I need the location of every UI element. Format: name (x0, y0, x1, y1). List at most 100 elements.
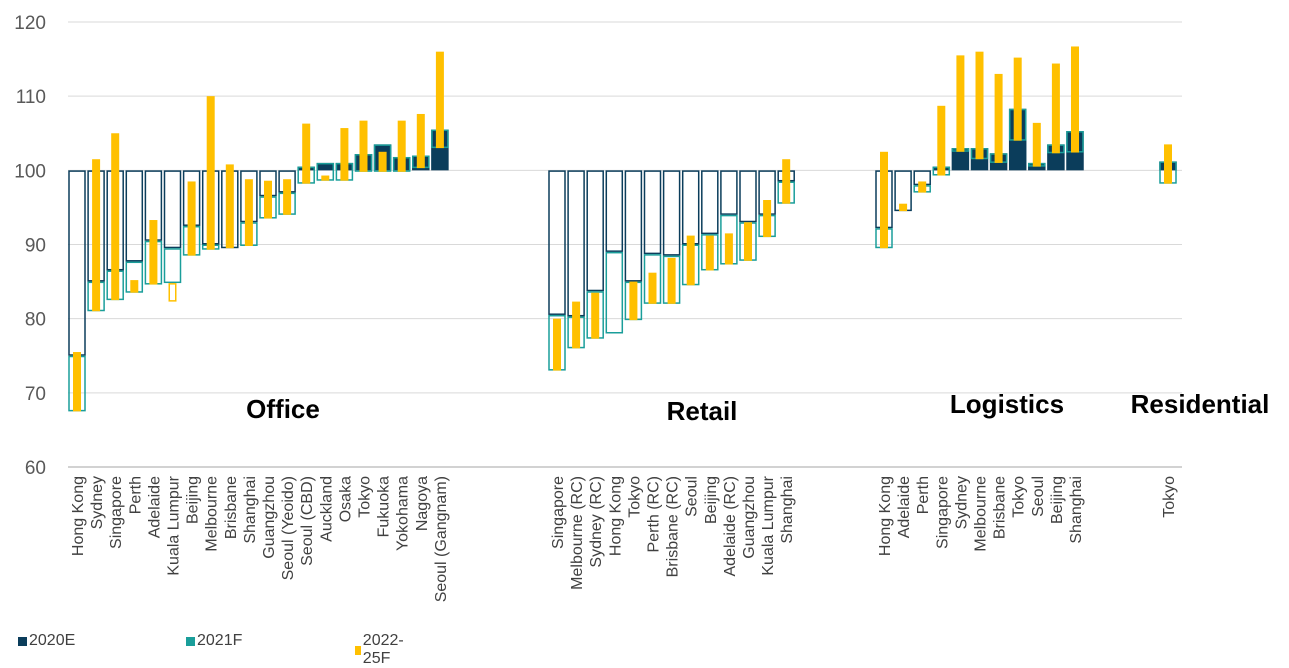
x-tick-label-retail-hong-kong: Hong Kong (607, 476, 624, 556)
bar-2022-25f-office-adelaide (149, 220, 158, 285)
x-tick-label-office-seoul-cbd-: Seoul (CBD) (299, 476, 316, 566)
bar-2022-25f-retail-seoul (686, 235, 695, 286)
x-tick-label-office-kuala-lumpur: Kuala Lumpur (166, 475, 183, 575)
bar-2022-25f-office-seoul-yeoido- (283, 179, 292, 215)
bar-2022-25f-office-osaka (340, 128, 349, 181)
y-tick-label-90: 90 (25, 236, 46, 257)
bar-2020e-retail-perth-rc- (643, 170, 662, 255)
x-tick-label-logistics-perth: Perth (915, 476, 932, 514)
bar-2022-25f-retail-singapore (553, 318, 561, 371)
bar-2020e-retail-melbourne-rc- (567, 170, 585, 317)
bar-2022-25f-logistics-adelaide (899, 203, 908, 212)
group-label-office: Office (246, 394, 320, 424)
bar-2022-25f-office-seoul-gangnam- (435, 51, 444, 149)
bar-2022-25f-logistics-shanghai (1071, 46, 1079, 153)
group-label-logistics: Logistics (950, 389, 1064, 419)
bar-2022-25f-office-yokohama (397, 120, 406, 172)
x-tick-label-office-beijing: Beijing (185, 476, 202, 524)
bar-2022-25f-logistics-singapore (937, 105, 946, 176)
x-tick-label-logistics-adelaide: Adelaide (896, 476, 913, 538)
bar-2022-25f-retail-beijing (705, 235, 714, 271)
x-tick-label-retail-sydney-rc-: Sydney (RC) (588, 476, 605, 568)
x-tick-label-logistics-brisbane: Brisbane (992, 476, 1009, 539)
bar-2020e-office-seoul-gangnam- (431, 129, 449, 171)
bar-2022-25f-residential-tokyo (1164, 144, 1172, 184)
x-tick-label-logistics-singapore: Singapore (934, 476, 951, 549)
bar-2022-25f-office-melbourne (206, 96, 215, 250)
x-tick-label-retail-shanghai: Shanghai (779, 476, 796, 544)
bar-2022-25f-logistics-seoul (1032, 122, 1041, 167)
x-tick-label-office-seoul-gangnam-: Seoul (Gangnam) (433, 476, 450, 602)
bar-2022-25f-office-kuala-lumpur (168, 283, 177, 302)
bar-2020e-retail-sydney-rc- (586, 170, 604, 292)
x-tick-label-office-hong-kong: Hong Kong (70, 476, 87, 556)
bar-2022-25f-retail-brisbane-rc- (667, 257, 676, 304)
bar-2020e-retail-tokyo (624, 170, 643, 282)
bar-2020e-office-auckland (316, 162, 335, 171)
x-tick-label-office-adelaide: Adelaide (146, 476, 163, 538)
bar-2022-25f-retail-melbourne-rc- (572, 301, 581, 349)
x-tick-label-retail-beijing: Beijing (703, 476, 720, 524)
x-tick-label-logistics-shanghai: Shanghai (1068, 476, 1085, 544)
x-tick-label-office-guangzhou: Guangzhou (261, 476, 278, 559)
bar-2022-25f-retail-shanghai (782, 159, 791, 204)
bar-2020e-retail-guangzhou (739, 170, 757, 223)
x-tick-label-office-melbourne: Melbourne (204, 476, 221, 552)
legend-label-2022-25f: 2022-25F (362, 632, 404, 667)
bar-2020e-retail-adelaide-rc- (720, 170, 738, 215)
x-tick-label-office-osaka: Osaka (337, 476, 354, 522)
x-tick-label-office-seoul-yeoido-: Seoul (Yeoido) (280, 476, 297, 580)
x-tick-label-logistics-seoul: Seoul (1030, 476, 1047, 517)
legend-item-2020e: 2020E (18, 632, 75, 650)
bar-2020e-retail-brisbane-rc- (662, 170, 681, 256)
bar-2021f-retail-hong-kong (605, 251, 624, 334)
y-tick-label-120: 120 (14, 13, 46, 34)
x-tick-label-office-perth: Perth (127, 476, 144, 514)
x-tick-label-office-tokyo: Tokyo (357, 476, 374, 518)
bar-2022-25f-office-fukuoka (378, 151, 387, 172)
bar-2020e-retail-hong-kong (605, 170, 624, 252)
bar-2021f-office-kuala-lumpur (163, 248, 182, 284)
bar-2020e-logistics-beijing (1047, 144, 1065, 171)
x-tick-label-office-nagoya: Nagoya (414, 476, 431, 531)
legend-swatch-2022-25f (355, 645, 361, 655)
bar-2022-25f-office-singapore (111, 133, 120, 301)
x-tick-label-office-brisbane: Brisbane (223, 476, 240, 539)
x-tick-label-retail-tokyo: Tokyo (626, 476, 643, 518)
bar-2022-25f-logistics-perth (918, 181, 927, 193)
x-tick-label-retail-seoul: Seoul (684, 476, 701, 517)
x-tick-label-logistics-tokyo: Tokyo (1011, 476, 1028, 518)
bar-2020e-retail-beijing (701, 170, 719, 235)
legend-label-2020e: 2020E (29, 632, 76, 649)
bar-2020e-office-kuala-lumpur (163, 170, 182, 249)
bar-2022-25f-logistics-beijing (1051, 63, 1060, 154)
x-tick-label-office-fukuoka: Fukuoka (376, 476, 393, 537)
bar-2022-25f-office-seoul-cbd- (302, 123, 311, 184)
bar-2020e-retail-seoul (681, 170, 700, 245)
x-tick-label-office-auckland: Auckland (318, 476, 335, 542)
group-label-residential: Residential (1131, 389, 1270, 419)
bar-2022-25f-logistics-hong-kong (880, 151, 888, 249)
bar-2020e-office-hong-kong (68, 170, 86, 356)
x-tick-label-office-yokohama: Yokohama (395, 476, 412, 551)
x-tick-label-retail-perth-rc-: Perth (RC) (646, 476, 663, 552)
x-tick-label-office-shanghai: Shanghai (242, 476, 259, 544)
bar-2022-25f-retail-perth-rc- (648, 272, 657, 304)
x-tick-label-retail-kuala-lumpur: Kuala Lumpur (760, 475, 777, 575)
bar-2022-25f-office-perth (130, 280, 139, 293)
bar-2022-25f-office-hong-kong (73, 352, 81, 412)
y-tick-label-80: 80 (25, 310, 46, 331)
legend-swatch-2020e (18, 636, 27, 646)
bar-2022-25f-office-brisbane (225, 164, 234, 249)
bar-2020e-logistics-sydney (951, 148, 970, 171)
y-tick-label-60: 60 (25, 458, 46, 479)
group-label-retail: Retail (667, 396, 738, 426)
bar-2022-25f-retail-tokyo (629, 281, 638, 321)
x-tick-label-office-singapore: Singapore (108, 476, 125, 549)
bar-2022-25f-office-auckland (321, 175, 330, 181)
bar-2022-25f-office-nagoya (416, 113, 425, 169)
bar-2022-25f-logistics-melbourne (975, 51, 984, 160)
bar-2022-25f-logistics-sydney (956, 55, 965, 152)
x-tick-label-office-sydney: Sydney (89, 476, 106, 529)
